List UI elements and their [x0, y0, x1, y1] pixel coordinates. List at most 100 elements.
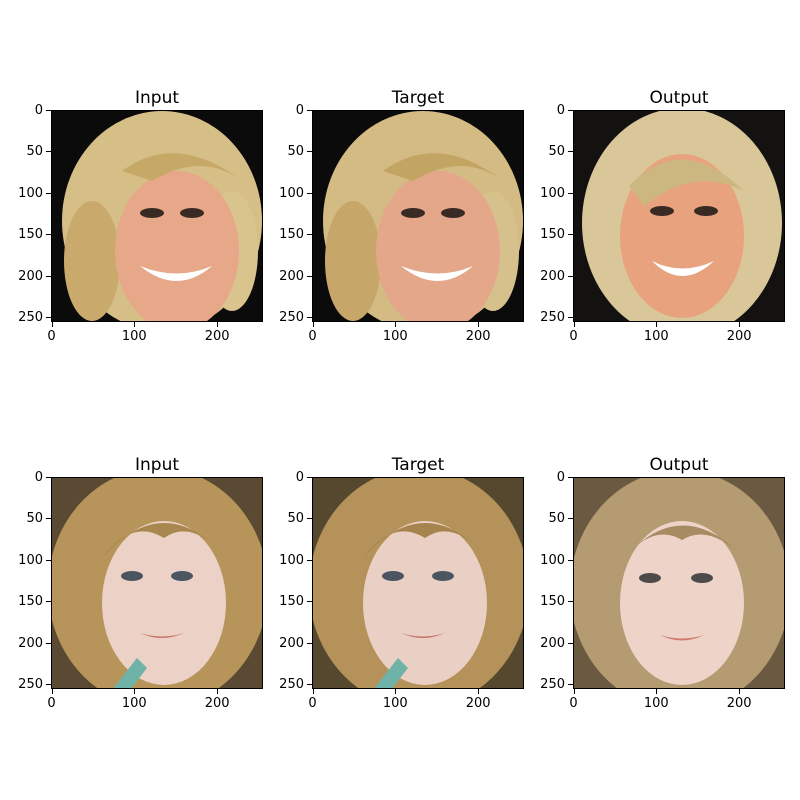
y-tick-label: 250 [540, 677, 565, 693]
y-tick-label: 0 [295, 103, 304, 118]
panel-row2-target: Target 0 50 100 150 200 250 0 100 200 [279, 455, 568, 755]
panel-title: Output [649, 88, 709, 108]
y-tick-label: 100 [18, 552, 43, 568]
image-axes [312, 110, 524, 322]
y-tick [307, 684, 312, 686]
y-tick [307, 110, 312, 111]
x-tick [656, 322, 658, 327]
y-tick-label: 0 [34, 470, 43, 485]
x-tick [51, 689, 53, 694]
y-tick [46, 275, 51, 277]
face-photo [313, 111, 523, 321]
y-tick [46, 684, 51, 686]
image-axes [573, 477, 785, 689]
y-tick [568, 234, 573, 236]
x-tick-label: 0 [569, 329, 578, 344]
x-tick [478, 322, 480, 327]
y-tick-label: 250 [18, 677, 43, 693]
x-tick-label: 100 [121, 329, 147, 344]
y-tick [307, 642, 312, 644]
x-tick-label: 0 [308, 696, 317, 711]
y-tick [46, 151, 51, 153]
x-tick-label: 100 [643, 329, 669, 344]
y-tick-label: 150 [540, 594, 565, 610]
y-tick [568, 275, 573, 277]
x-tick-label: 0 [569, 696, 578, 711]
x-tick [312, 322, 314, 327]
y-tick [568, 192, 573, 194]
x-tick [573, 689, 575, 694]
image-axes [51, 110, 263, 322]
y-tick-label: 50 [287, 511, 304, 527]
y-tick [307, 518, 312, 520]
x-tick [395, 689, 397, 694]
y-tick [307, 601, 312, 603]
panel-row1-target: Target 0 50 100 150 200 250 0 100 200 [279, 88, 568, 388]
face-photo [52, 111, 262, 321]
panel-title: Target [391, 455, 445, 475]
panel-title: Input [134, 455, 180, 475]
x-tick-label: 200 [465, 696, 491, 711]
panel-row2-input: Input 0 50 100 150 200 250 0 100 200 [18, 455, 307, 755]
y-tick [568, 601, 573, 603]
face-photo [52, 478, 262, 688]
x-tick [573, 322, 575, 327]
y-tick [568, 317, 573, 319]
y-tick [46, 192, 51, 194]
y-tick-label: 100 [279, 185, 304, 201]
face-photo [313, 478, 523, 688]
panel-title: Output [649, 455, 709, 475]
x-tick [217, 322, 219, 327]
y-tick [307, 559, 312, 561]
x-tick-label: 100 [382, 329, 408, 344]
x-tick [217, 689, 219, 694]
y-tick-label: 100 [279, 552, 304, 568]
x-tick-label: 100 [121, 696, 147, 711]
y-tick-label: 150 [18, 594, 43, 610]
y-tick [46, 601, 51, 603]
y-tick-label: 250 [18, 310, 43, 326]
y-tick-label: 200 [18, 268, 43, 284]
y-tick [46, 518, 51, 520]
x-tick-label: 200 [465, 329, 491, 344]
x-tick [312, 689, 314, 694]
y-tick [46, 110, 51, 111]
panel-row2-output: Output 0 50 100 150 200 250 0 100 200 [540, 455, 800, 755]
image-axes [312, 477, 524, 689]
y-tick-label: 100 [540, 185, 565, 201]
y-tick [307, 275, 312, 277]
x-tick [395, 322, 397, 327]
y-tick-label: 250 [279, 677, 304, 693]
y-tick-label: 50 [26, 144, 43, 160]
y-tick [46, 477, 51, 478]
image-axes [573, 110, 785, 322]
x-tick [134, 689, 136, 694]
y-tick-label: 50 [548, 144, 565, 160]
y-tick-label: 200 [540, 268, 565, 284]
x-tick-label: 200 [204, 696, 230, 711]
x-tick-label: 200 [726, 329, 752, 344]
y-tick-label: 200 [540, 635, 565, 651]
y-tick [46, 234, 51, 236]
y-tick-label: 50 [287, 144, 304, 160]
panel-row1-output: Output 0 50 100 150 200 250 0 100 200 [540, 88, 800, 388]
x-tick-label: 0 [47, 696, 56, 711]
y-tick [46, 559, 51, 561]
y-tick-label: 200 [279, 268, 304, 284]
y-tick [307, 151, 312, 153]
panel-row1-input: Input 0 50 100 150 200 250 0 100 200 [18, 88, 307, 388]
panel-title: Input [134, 88, 180, 108]
y-tick [568, 518, 573, 520]
y-tick [568, 642, 573, 644]
y-tick [568, 559, 573, 561]
face-photo [574, 111, 784, 321]
x-tick-label: 0 [47, 329, 56, 344]
x-tick [478, 689, 480, 694]
y-tick-label: 150 [279, 594, 304, 610]
y-tick-label: 0 [556, 470, 565, 485]
y-tick-label: 100 [18, 185, 43, 201]
y-tick [46, 317, 51, 319]
x-tick [51, 322, 53, 327]
x-tick [739, 322, 741, 327]
x-tick [656, 689, 658, 694]
